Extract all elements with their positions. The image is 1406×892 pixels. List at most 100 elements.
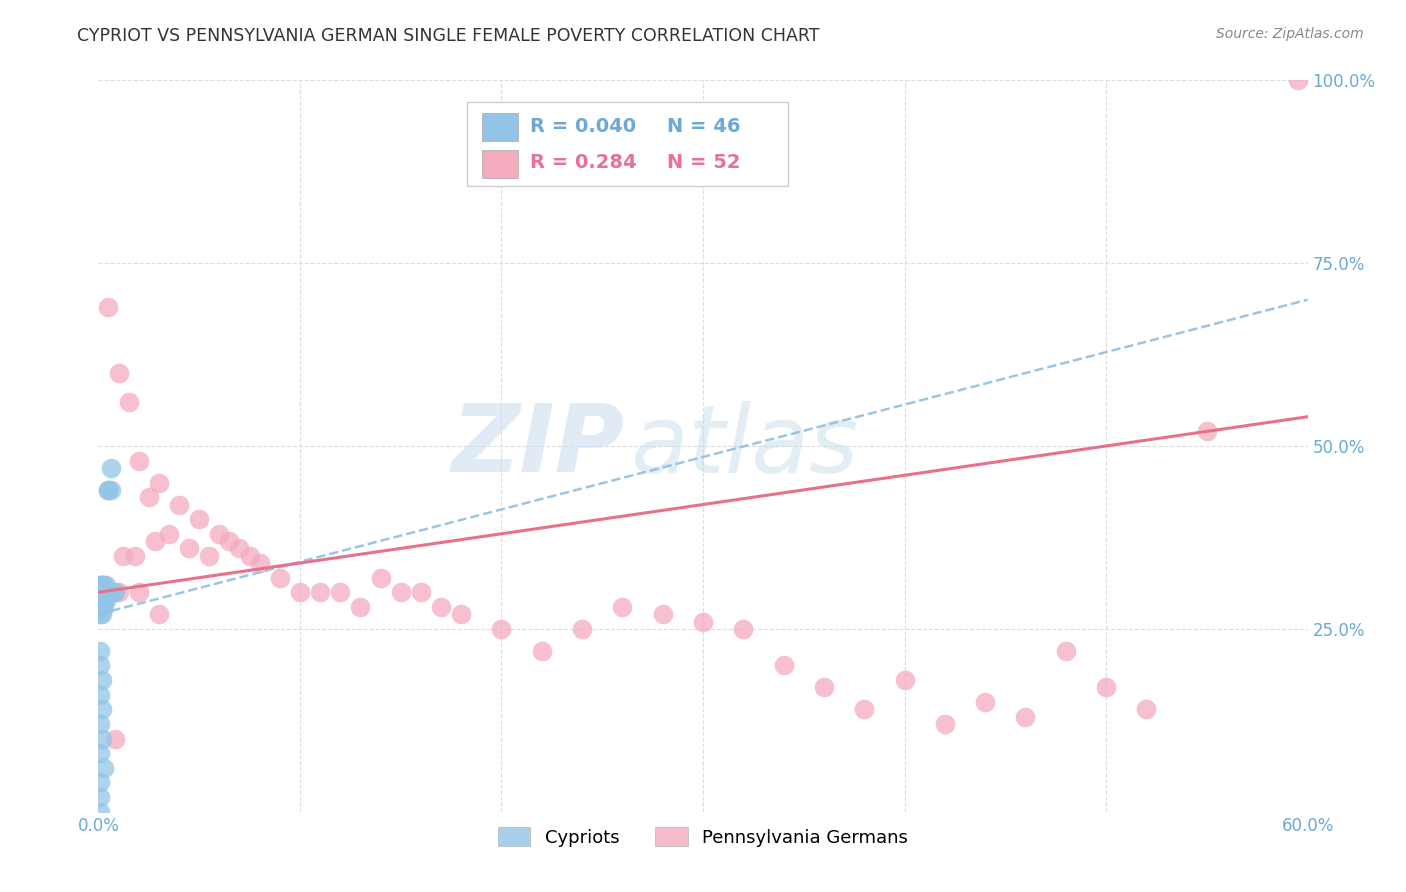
Point (329, 585, 352, 599)
Point (97, 300, 120, 314)
Point (128, 453, 150, 467)
Point (89, 585, 111, 599)
Point (91, 702, 114, 716)
Point (124, 549, 146, 563)
Text: N = 52: N = 52 (666, 153, 740, 172)
Point (853, 702, 876, 716)
Point (97, 483, 120, 497)
Point (218, 534, 240, 549)
Point (208, 526, 231, 541)
Point (692, 615, 714, 629)
Point (89, 658, 111, 673)
Point (128, 585, 150, 599)
Point (89, 599, 111, 614)
Point (89, 746, 111, 760)
Point (1286, 73, 1309, 87)
Point (349, 599, 371, 614)
Point (96, 585, 118, 599)
Text: N = 46: N = 46 (666, 117, 740, 136)
Text: Source: ZipAtlas.com: Source: ZipAtlas.com (1216, 27, 1364, 41)
Point (91, 599, 114, 614)
Point (89, 592, 111, 607)
Point (101, 585, 124, 599)
Text: R = 0.284: R = 0.284 (530, 153, 637, 172)
Point (100, 585, 122, 599)
Point (89, 688, 111, 702)
Point (107, 585, 129, 599)
Text: ZIP: ZIP (451, 400, 624, 492)
Point (91, 578, 114, 592)
Point (138, 490, 160, 504)
Point (91, 731, 114, 746)
Point (89, 585, 111, 599)
Point (1135, 702, 1157, 716)
Point (148, 607, 170, 622)
Point (96, 592, 118, 607)
FancyBboxPatch shape (482, 113, 517, 141)
Point (198, 549, 221, 563)
Point (893, 673, 915, 687)
Point (1195, 425, 1218, 439)
Point (167, 498, 190, 512)
Point (93, 761, 115, 775)
Point (100, 483, 122, 497)
Point (430, 599, 453, 614)
Text: atlas: atlas (630, 401, 859, 491)
Point (813, 681, 835, 695)
Point (450, 607, 472, 622)
Point (89, 644, 111, 658)
Point (409, 585, 432, 599)
Point (96, 585, 118, 599)
Point (269, 571, 291, 585)
Point (1054, 644, 1077, 658)
Point (111, 549, 134, 563)
Point (228, 541, 250, 556)
Point (89, 790, 111, 805)
Point (89, 717, 111, 731)
Point (91, 585, 114, 599)
Point (148, 475, 170, 490)
Point (389, 585, 412, 599)
Point (91, 673, 114, 687)
Point (1014, 709, 1036, 723)
Point (103, 731, 125, 746)
Point (491, 622, 513, 636)
Point (97, 483, 120, 497)
Point (143, 534, 166, 549)
Point (93, 585, 115, 599)
Legend: Cypriots, Pennsylvania Germans: Cypriots, Pennsylvania Germans (491, 820, 915, 854)
Point (91, 592, 114, 607)
Point (288, 585, 311, 599)
Point (103, 585, 125, 599)
FancyBboxPatch shape (482, 150, 517, 178)
Point (93, 592, 115, 607)
Point (179, 541, 201, 556)
Point (93, 585, 115, 599)
Point (89, 592, 111, 607)
Point (93, 578, 115, 592)
Point (571, 622, 593, 636)
Point (89, 805, 111, 819)
Point (89, 607, 111, 622)
Point (188, 512, 211, 526)
Point (249, 556, 271, 570)
Point (91, 585, 114, 599)
Point (91, 607, 114, 622)
Point (370, 571, 392, 585)
FancyBboxPatch shape (467, 103, 787, 186)
Point (612, 599, 634, 614)
Point (89, 578, 111, 592)
Point (118, 395, 141, 409)
Point (1095, 681, 1118, 695)
Point (530, 644, 553, 658)
Point (772, 658, 794, 673)
Point (91, 578, 114, 592)
Point (974, 695, 997, 709)
Point (89, 578, 111, 592)
Point (89, 585, 111, 599)
Text: CYPRIOT VS PENNSYLVANIA GERMAN SINGLE FEMALE POVERTY CORRELATION CHART: CYPRIOT VS PENNSYLVANIA GERMAN SINGLE FE… (77, 27, 820, 45)
Point (934, 717, 956, 731)
Point (89, 599, 111, 614)
Point (157, 526, 180, 541)
Text: R = 0.040: R = 0.040 (530, 117, 637, 136)
